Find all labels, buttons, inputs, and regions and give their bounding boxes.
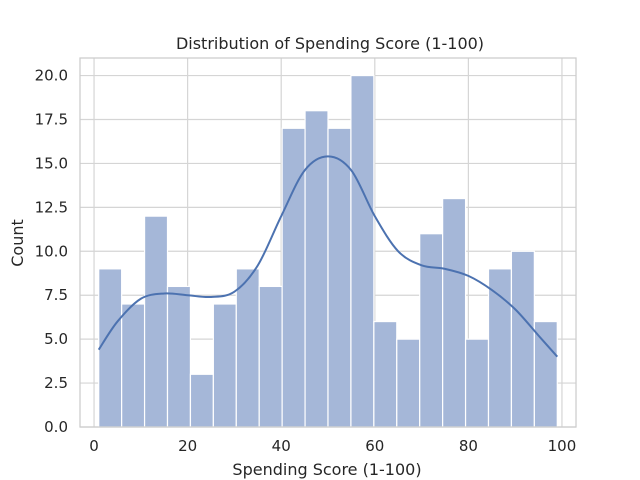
histogram-bar bbox=[121, 303, 146, 428]
y-tick-label: 15.0 bbox=[35, 154, 68, 172]
y-tick-label: 10.0 bbox=[35, 242, 68, 260]
y-tick-label: 7.5 bbox=[44, 286, 68, 304]
x-tick-label: 40 bbox=[272, 437, 291, 455]
y-tick-label: 17.5 bbox=[35, 111, 68, 129]
histogram-bar bbox=[327, 127, 352, 428]
histogram-bar bbox=[396, 338, 421, 428]
plot-frame bbox=[79, 57, 577, 428]
histogram-bar bbox=[235, 268, 260, 428]
histogram-bar bbox=[166, 285, 192, 428]
histogram-bar bbox=[212, 303, 237, 428]
x-tick-label: 100 bbox=[548, 437, 577, 455]
y-axis-label: Count bbox=[8, 219, 27, 267]
y-tick-label: 0.0 bbox=[44, 418, 68, 436]
histogram-bar bbox=[510, 250, 535, 428]
y-tick-label: 20.0 bbox=[35, 67, 68, 85]
histogram-bar bbox=[304, 110, 329, 428]
y-tick-labels: 0.0 2.5 5.0 7.5 10.0 12.5 15.0 17.5 20.0 bbox=[35, 67, 68, 436]
y-tick-label: 5.0 bbox=[44, 330, 68, 348]
histogram-bar bbox=[350, 74, 375, 428]
x-axis-label: Spending Score (1-100) bbox=[232, 460, 421, 479]
chart-title: Distribution of Spending Score (1-100) bbox=[176, 34, 484, 53]
histogram-bar bbox=[419, 233, 444, 428]
histogram-bar bbox=[143, 215, 169, 428]
histogram-bar bbox=[258, 285, 283, 428]
histogram-bar bbox=[464, 338, 490, 428]
x-tick-label: 20 bbox=[178, 437, 197, 455]
x-tick-labels: 0 20 40 60 80 100 bbox=[89, 437, 576, 455]
kde-curve bbox=[97, 155, 559, 358]
y-tick-label: 12.5 bbox=[35, 198, 68, 216]
histogram-bar bbox=[533, 320, 558, 428]
x-tick-label: 80 bbox=[459, 437, 478, 455]
histogram-bar bbox=[373, 320, 398, 428]
y-tick-label: 2.5 bbox=[44, 374, 68, 392]
histogram-bar bbox=[442, 197, 467, 428]
x-tick-label: 0 bbox=[89, 437, 99, 455]
histogram-bar bbox=[487, 268, 513, 428]
x-tick-label: 60 bbox=[365, 437, 384, 455]
histogram-bar bbox=[98, 268, 123, 428]
histogram-bar bbox=[189, 373, 214, 428]
histogram-bars bbox=[98, 74, 558, 428]
